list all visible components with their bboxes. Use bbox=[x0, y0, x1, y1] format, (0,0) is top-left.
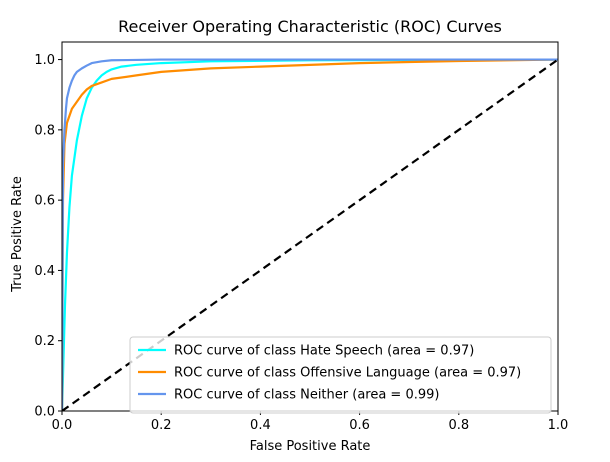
y-axis-label: True Positive Rate bbox=[10, 176, 25, 293]
x-tick-label: 0.6 bbox=[349, 418, 370, 433]
series-line-2 bbox=[62, 58, 558, 411]
legend: ROC curve of class Hate Speech (area = 0… bbox=[129, 336, 552, 414]
legend-entry: ROC curve of class Hate Speech (area = 0… bbox=[174, 344, 474, 359]
x-tick-label: 0.2 bbox=[151, 418, 172, 433]
chart-title: Receiver Operating Characteristic (ROC) … bbox=[118, 17, 502, 36]
x-tick-label: 0.4 bbox=[250, 418, 271, 433]
y-tick-label: 0.8 bbox=[34, 123, 55, 138]
x-tick-label: 0.8 bbox=[448, 418, 469, 433]
legend-entry: ROC curve of class Offensive Language (a… bbox=[174, 366, 521, 381]
legend-entry: ROC curve of class Neither (area = 0.99) bbox=[174, 388, 439, 403]
x-tick-label: 0.0 bbox=[52, 418, 73, 433]
series-line-0 bbox=[62, 58, 558, 411]
y-tick-label: 0.2 bbox=[34, 334, 55, 349]
y-tick-label: 1.0 bbox=[34, 53, 55, 68]
legend-box bbox=[129, 336, 552, 414]
series-line-1 bbox=[62, 58, 558, 411]
diagonal-reference-line bbox=[62, 58, 558, 411]
x-tick-label: 1.0 bbox=[548, 418, 569, 433]
plot-area: 0.0 0.2 0.4 0.6 0.8 1.0 0.0 0.2 0.4 0.6 0.8 1.0 bbox=[34, 41, 569, 433]
y-tick-label: 0.6 bbox=[34, 194, 55, 209]
x-axis-label: False Positive Rate bbox=[250, 439, 371, 454]
y-tick-label: 0.4 bbox=[34, 264, 55, 279]
y-tick-label: 0.0 bbox=[34, 405, 55, 420]
